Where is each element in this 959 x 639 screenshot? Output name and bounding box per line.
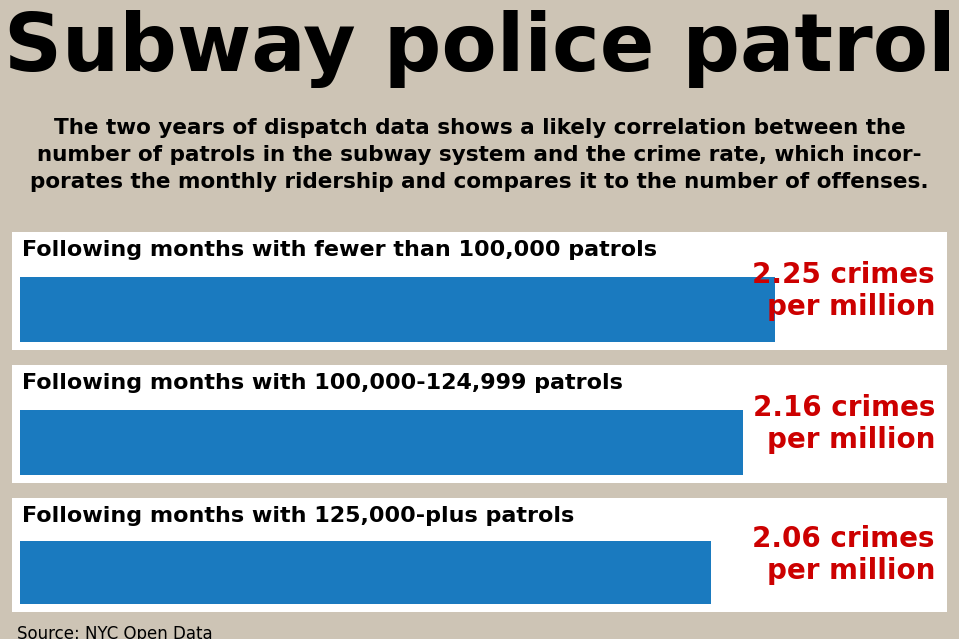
Bar bbox=[20, 410, 743, 475]
Bar bbox=[20, 541, 711, 604]
Text: 2.25 crimes
per million: 2.25 crimes per million bbox=[753, 261, 935, 321]
Bar bbox=[12, 232, 947, 350]
Bar bbox=[12, 365, 947, 483]
Text: Following months with fewer than 100,000 patrols: Following months with fewer than 100,000… bbox=[22, 240, 657, 260]
Text: Following months with 125,000-plus patrols: Following months with 125,000-plus patro… bbox=[22, 506, 574, 526]
Text: Subway police patrol: Subway police patrol bbox=[4, 10, 955, 88]
Text: Source: NYC Open Data: Source: NYC Open Data bbox=[17, 625, 213, 639]
Bar bbox=[20, 277, 775, 342]
Text: 2.16 crimes
per million: 2.16 crimes per million bbox=[753, 394, 935, 454]
Text: Following months with 100,000-124,999 patrols: Following months with 100,000-124,999 pa… bbox=[22, 373, 623, 393]
Text: The two years of dispatch data shows a likely correlation between the
number of : The two years of dispatch data shows a l… bbox=[30, 118, 929, 192]
Bar bbox=[12, 498, 947, 612]
Text: 2.06 crimes
per million: 2.06 crimes per million bbox=[753, 525, 935, 585]
